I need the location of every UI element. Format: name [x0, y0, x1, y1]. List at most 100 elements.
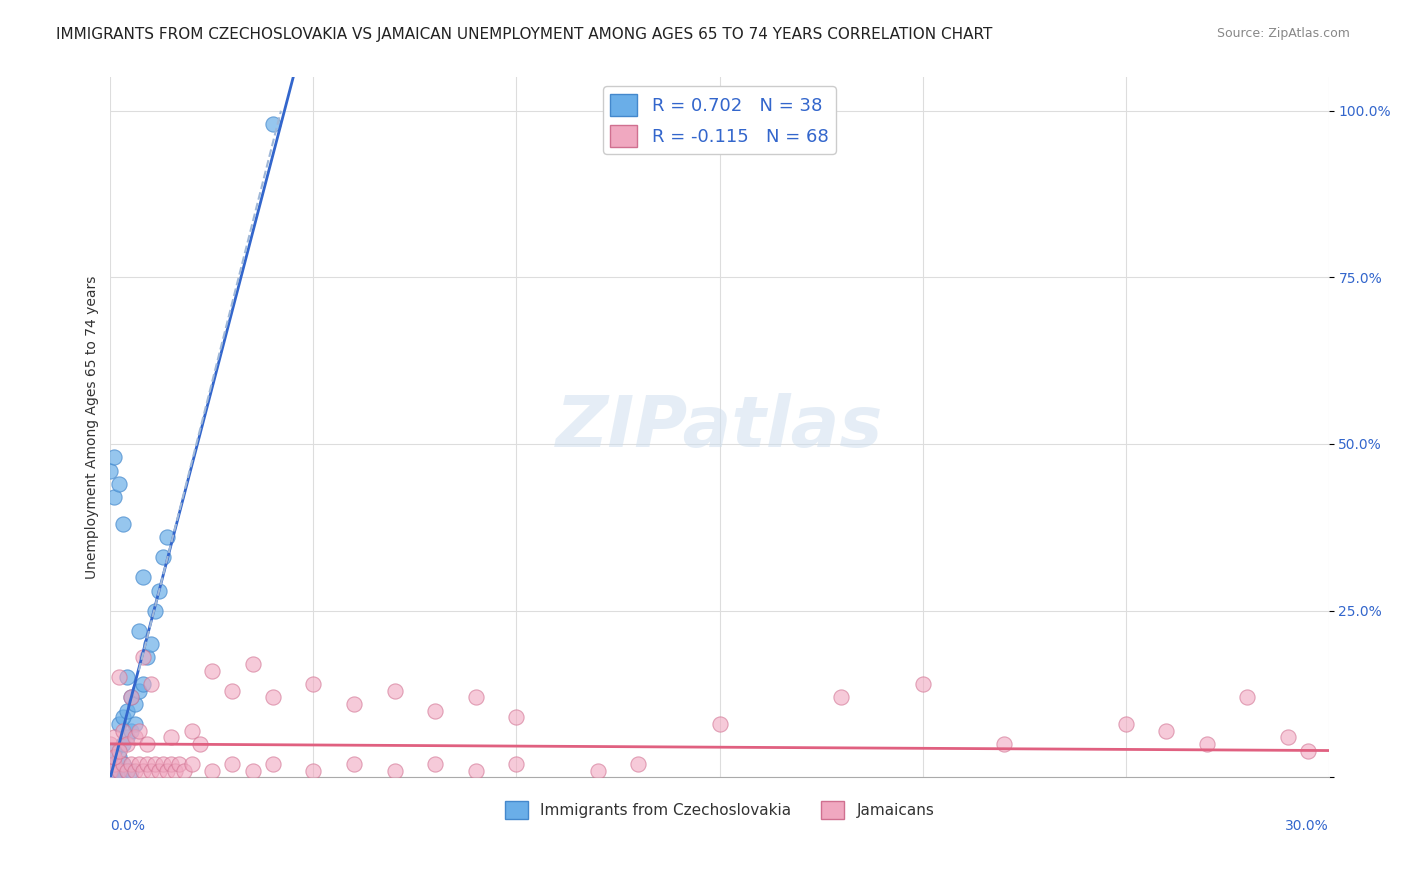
Point — [107, 477, 129, 491]
Point — [107, 717, 129, 731]
Point — [165, 764, 187, 778]
Point — [132, 677, 155, 691]
Point — [160, 730, 183, 744]
Point — [111, 756, 134, 771]
Point — [111, 710, 134, 724]
Point — [103, 750, 125, 764]
Point — [111, 516, 134, 531]
Text: Source: ZipAtlas.com: Source: ZipAtlas.com — [1216, 27, 1350, 40]
Point — [343, 756, 366, 771]
Point — [221, 683, 243, 698]
Legend: Immigrants from Czechoslovakia, Jamaicans: Immigrants from Czechoslovakia, Jamaican… — [499, 795, 941, 825]
Point — [100, 764, 122, 778]
Point — [425, 704, 447, 718]
Point — [124, 730, 146, 744]
Point — [100, 464, 122, 478]
Point — [132, 764, 155, 778]
Point — [107, 764, 129, 778]
Point — [100, 767, 122, 781]
Point — [188, 737, 211, 751]
Point — [136, 650, 159, 665]
Point — [124, 764, 146, 778]
Point — [115, 764, 138, 778]
Point — [156, 764, 179, 778]
Text: IMMIGRANTS FROM CZECHOSLOVAKIA VS JAMAICAN UNEMPLOYMENT AMONG AGES 65 TO 74 YEAR: IMMIGRANTS FROM CZECHOSLOVAKIA VS JAMAIC… — [56, 27, 993, 42]
Y-axis label: Unemployment Among Ages 65 to 74 years: Unemployment Among Ages 65 to 74 years — [86, 276, 100, 579]
Point — [262, 117, 284, 131]
Point — [139, 677, 162, 691]
Point — [115, 704, 138, 718]
Point — [180, 723, 202, 738]
Point — [143, 604, 166, 618]
Point — [180, 756, 202, 771]
Text: ZIPatlas: ZIPatlas — [555, 392, 883, 462]
Point — [173, 764, 195, 778]
Point — [143, 756, 166, 771]
Point — [139, 764, 162, 778]
Point — [148, 764, 170, 778]
Point — [107, 750, 129, 764]
Point — [120, 690, 142, 705]
Point — [136, 737, 159, 751]
Point — [124, 697, 146, 711]
Point — [262, 690, 284, 705]
Point — [115, 730, 138, 744]
Point — [505, 710, 527, 724]
Point — [107, 764, 129, 778]
Point — [111, 737, 134, 751]
Point — [111, 756, 134, 771]
Point — [343, 697, 366, 711]
Point — [169, 756, 191, 771]
Point — [107, 743, 129, 757]
Point — [103, 743, 125, 757]
Point — [103, 450, 125, 465]
Point — [302, 764, 325, 778]
Point — [115, 764, 138, 778]
Point — [1277, 730, 1299, 744]
Point — [1154, 723, 1177, 738]
Point — [132, 650, 155, 665]
Point — [242, 657, 264, 671]
Point — [464, 690, 486, 705]
Point — [425, 756, 447, 771]
Point — [464, 764, 486, 778]
Point — [152, 756, 174, 771]
Text: 30.0%: 30.0% — [1285, 819, 1329, 833]
Point — [115, 670, 138, 684]
Point — [1195, 737, 1218, 751]
Point — [384, 764, 406, 778]
Point — [120, 723, 142, 738]
Point — [139, 637, 162, 651]
Point — [201, 764, 224, 778]
Point — [152, 550, 174, 565]
Point — [1298, 743, 1320, 757]
Point — [128, 683, 150, 698]
Point — [156, 530, 179, 544]
Point — [262, 756, 284, 771]
Point — [505, 756, 527, 771]
Point — [384, 683, 406, 698]
Point — [120, 756, 142, 771]
Point — [103, 730, 125, 744]
Text: 0.0%: 0.0% — [111, 819, 145, 833]
Point — [160, 756, 183, 771]
Point — [103, 756, 125, 771]
Point — [709, 717, 731, 731]
Point — [128, 723, 150, 738]
Point — [1236, 690, 1258, 705]
Point — [242, 764, 264, 778]
Point — [148, 583, 170, 598]
Point — [100, 737, 122, 751]
Point — [120, 690, 142, 705]
Point — [103, 767, 125, 781]
Point — [103, 764, 125, 778]
Point — [627, 756, 650, 771]
Point — [586, 764, 609, 778]
Point — [111, 723, 134, 738]
Point — [120, 764, 142, 778]
Point — [1115, 717, 1137, 731]
Point — [132, 570, 155, 584]
Point — [128, 756, 150, 771]
Point — [103, 756, 125, 771]
Point — [115, 737, 138, 751]
